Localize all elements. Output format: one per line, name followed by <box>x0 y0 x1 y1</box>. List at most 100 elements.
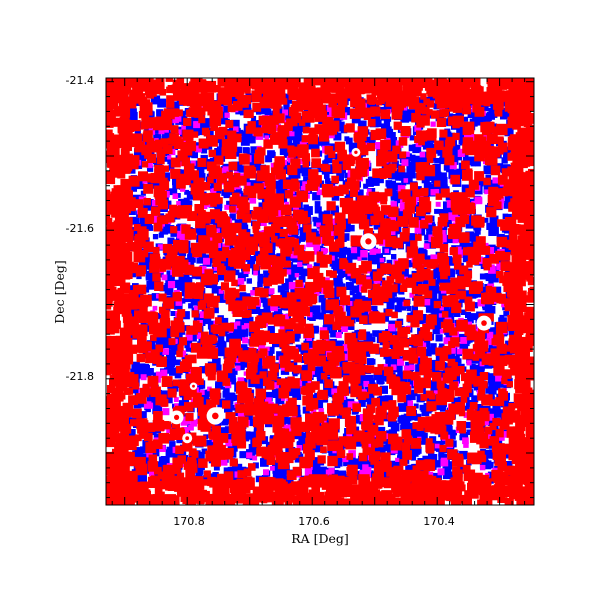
data-point-inner-632 <box>298 275 306 283</box>
data-point-inner-1207 <box>418 228 426 236</box>
data-point-inner-2121 <box>470 161 476 167</box>
data-point-outer-2 <box>458 206 468 215</box>
data-point-inner-436 <box>334 258 343 267</box>
data-point-accent-152 <box>263 469 269 476</box>
data-point-inner-2111 <box>407 414 414 421</box>
data-point-outer-697 <box>477 393 485 401</box>
data-point-accent-535 <box>326 105 334 112</box>
data-point-inner-2364 <box>227 442 236 451</box>
data-point-outer-215 <box>293 365 302 374</box>
data-point-outer-252 <box>509 234 518 243</box>
data-point-inner-2027 <box>362 459 371 468</box>
data-point-inner-2610 <box>320 295 325 300</box>
data-point-accent-245 <box>235 321 241 326</box>
data-point-inner-963 <box>217 272 226 281</box>
data-point-inner-2250 <box>132 217 140 225</box>
data-point-inner-2919 <box>208 473 215 479</box>
data-point-accent-84 <box>486 247 495 255</box>
data-point-inner-1185 <box>315 230 324 240</box>
data-point-inner-1975 <box>272 467 280 474</box>
data-point-outer-523 <box>356 195 368 207</box>
data-point-inner-3387 <box>491 379 499 388</box>
data-point-inner-559 <box>434 158 440 164</box>
data-point-outer-289 <box>388 400 397 408</box>
data-point-accent-537 <box>451 214 459 222</box>
data-point-accent-541 <box>346 432 353 439</box>
data-point-inner-1584 <box>330 451 338 459</box>
data-point-accent-345 <box>486 338 494 346</box>
data-point-outer-687 <box>353 430 365 442</box>
data-point-inner-1885 <box>323 210 331 217</box>
data-point-accent-478 <box>307 264 313 270</box>
data-point-accent-591 <box>241 325 246 330</box>
data-point-inner-976 <box>197 121 207 131</box>
data-point-inner-144 <box>301 440 307 446</box>
data-point-inner-2605 <box>466 357 473 364</box>
data-point-accent-0 <box>342 344 350 352</box>
data-point-inner-2212 <box>479 459 489 469</box>
data-point-inner-2416 <box>376 253 383 261</box>
data-point-inner-1391 <box>151 293 160 301</box>
data-point-inner-2791 <box>364 374 374 384</box>
data-point-inner-1868 <box>400 114 410 123</box>
data-point-inner-2641 <box>257 281 263 288</box>
data-point-inner-2867 <box>169 441 176 448</box>
data-point-outer-751 <box>292 311 305 323</box>
data-point-inner-2736 <box>337 470 346 480</box>
data-point-outer-266 <box>109 378 117 387</box>
data-point-accent-155 <box>297 261 303 267</box>
data-point-inner-2946 <box>282 111 291 121</box>
data-point-inner-2868 <box>333 132 342 141</box>
data-point-inner-1995 <box>433 171 442 180</box>
data-point-inner-2045 <box>455 268 462 275</box>
data-point-accent-165 <box>404 151 410 157</box>
data-point-inner-1219 <box>316 376 324 384</box>
data-point-accent-114 <box>176 129 182 135</box>
data-point-inner-2708 <box>500 107 507 114</box>
data-point-inner-2129 <box>270 244 276 250</box>
data-point-outer-647 <box>466 246 475 255</box>
data-point-inner-3298 <box>387 132 396 141</box>
data-point-outer-349 <box>418 284 429 295</box>
data-point-inner-1430 <box>503 200 512 209</box>
data-point-inner-2398 <box>343 247 351 255</box>
data-point-accent-620 <box>306 335 312 341</box>
data-point-inner-2983 <box>484 114 492 122</box>
data-point-inner-1270 <box>488 449 495 455</box>
data-point-accent-631 <box>366 192 371 197</box>
data-point-outer-338 <box>228 417 238 426</box>
data-point-outer-162 <box>169 428 177 436</box>
data-point-inner-3362 <box>169 117 175 122</box>
data-point-inner-2595 <box>177 126 187 135</box>
data-point-inner-1044 <box>140 446 147 454</box>
data-point-accent-343 <box>312 288 320 296</box>
data-point-inner-2692 <box>212 357 218 363</box>
data-point-inner-1459 <box>459 296 466 303</box>
data-point-inner-3001 <box>132 194 141 204</box>
data-point-inner-1774 <box>406 169 416 179</box>
data-point-inner-2996 <box>334 340 343 350</box>
data-point-inner-728 <box>229 213 236 221</box>
data-point-inner-3389 <box>341 107 350 116</box>
data-point-outer-684 <box>445 409 456 420</box>
data-point-inner-2443 <box>340 126 347 132</box>
data-point-outer-469 <box>127 344 137 354</box>
data-point-inner-678 <box>218 335 225 342</box>
data-points <box>106 78 534 505</box>
data-point-accent-43 <box>249 196 257 204</box>
data-point-inner-3170 <box>374 120 382 128</box>
data-point-inner-1891 <box>168 164 175 171</box>
data-point-inner-1012 <box>407 423 416 431</box>
data-point-outer-279 <box>388 206 399 218</box>
data-point-inner-3390 <box>131 185 137 192</box>
data-point-inner-882 <box>240 224 249 232</box>
data-point-outer-90 <box>445 438 454 447</box>
data-point-inner-2404 <box>504 375 512 383</box>
data-point-inner-3337 <box>195 224 205 234</box>
data-point-inner-539 <box>264 284 270 290</box>
data-point-inner-2484 <box>267 346 275 354</box>
data-point-inner-764 <box>190 297 199 306</box>
data-point-inner-864 <box>459 343 469 353</box>
data-point-inner-553 <box>383 120 391 127</box>
data-point-accent-96 <box>181 125 186 130</box>
